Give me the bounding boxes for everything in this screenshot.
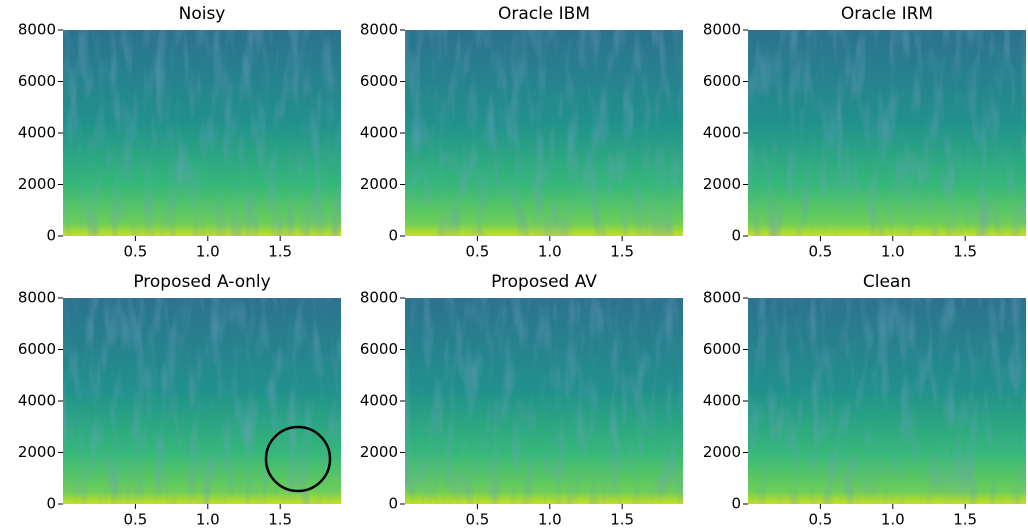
y-tick-label: 6000 <box>18 340 56 358</box>
x-tick-label: 1.0 <box>196 511 220 529</box>
y-tick-label: 2000 <box>18 175 56 193</box>
y-tick-label: 0 <box>388 495 398 513</box>
y-tick-label: 8000 <box>703 21 741 39</box>
y-tick-label: 8000 <box>703 289 741 307</box>
x-tick-label: 1.0 <box>881 511 905 529</box>
y-tick-label: 0 <box>388 227 398 245</box>
y-tick-label: 6000 <box>360 340 398 358</box>
x-tick-label: 0.5 <box>123 511 147 529</box>
y-tick-label: 4000 <box>703 124 741 142</box>
x-tick-label: 0.5 <box>123 243 147 261</box>
highlight-circle <box>264 425 332 493</box>
y-tick-label: 8000 <box>360 21 398 39</box>
y-tick-label: 4000 <box>360 392 398 410</box>
x-tick-label: 1.0 <box>538 511 562 529</box>
x-tick-label: 1.0 <box>196 243 220 261</box>
y-tick-label: 6000 <box>703 340 741 358</box>
y-tick-label: 2000 <box>18 443 56 461</box>
x-tick-label: 0.5 <box>465 511 489 529</box>
y-tick-label: 2000 <box>360 175 398 193</box>
x-tick-label: 1.5 <box>610 243 634 261</box>
panel-title: Clean <box>863 272 911 292</box>
y-tick-label: 0 <box>731 495 741 513</box>
panel-title: Proposed A-only <box>133 272 270 292</box>
y-tick-label: 0 <box>46 227 56 245</box>
y-tick-label: 4000 <box>703 392 741 410</box>
x-tick-label: 1.0 <box>881 243 905 261</box>
spectrogram-texture <box>63 30 341 236</box>
y-tick-label: 4000 <box>18 392 56 410</box>
spectrogram-texture <box>405 298 683 504</box>
spectrogram-texture <box>63 298 341 504</box>
y-tick-label: 0 <box>731 227 741 245</box>
spectrogram-texture <box>748 298 1026 504</box>
y-tick-label: 2000 <box>360 443 398 461</box>
panel-title: Noisy <box>179 4 226 24</box>
spectrogram-texture <box>748 30 1026 236</box>
x-tick-label: 1.5 <box>953 243 977 261</box>
x-tick-label: 1.0 <box>538 243 562 261</box>
y-tick-label: 6000 <box>18 72 56 90</box>
x-tick-label: 1.5 <box>268 511 292 529</box>
y-tick-label: 4000 <box>18 124 56 142</box>
y-tick-label: 8000 <box>18 21 56 39</box>
panel-title: Oracle IBM <box>498 4 590 24</box>
y-tick-label: 8000 <box>360 289 398 307</box>
y-tick-label: 6000 <box>703 72 741 90</box>
x-tick-label: 0.5 <box>808 511 832 529</box>
panel-title: Oracle IRM <box>841 4 933 24</box>
x-tick-label: 1.5 <box>268 243 292 261</box>
y-tick-label: 2000 <box>703 443 741 461</box>
y-tick-label: 2000 <box>703 175 741 193</box>
x-tick-label: 0.5 <box>465 243 489 261</box>
x-tick-label: 1.5 <box>953 511 977 529</box>
panel-title: Proposed AV <box>491 272 597 292</box>
y-tick-label: 0 <box>46 495 56 513</box>
x-tick-label: 1.5 <box>610 511 634 529</box>
y-tick-label: 8000 <box>18 289 56 307</box>
x-tick-label: 0.5 <box>808 243 832 261</box>
spectrogram-texture <box>405 30 683 236</box>
y-tick-label: 6000 <box>360 72 398 90</box>
y-tick-label: 4000 <box>360 124 398 142</box>
